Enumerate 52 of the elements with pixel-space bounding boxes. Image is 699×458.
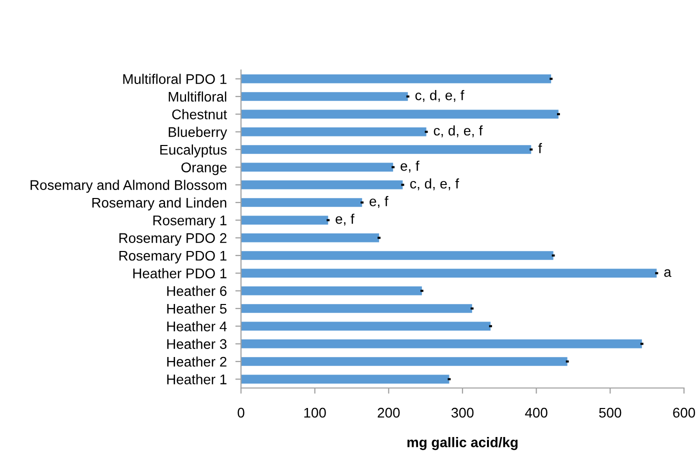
annotation: e, f (400, 160, 420, 173)
x-tick-label: 400 (525, 408, 548, 418)
y-tick-label: Rosemary 1 (153, 216, 226, 228)
y-tick-label: Rosemary PDO 2 (119, 233, 226, 246)
x-tick-label: 200 (378, 408, 400, 418)
y-tick-label: Multifloral PDO 1 (123, 74, 226, 84)
bar (241, 162, 394, 172)
bar (241, 374, 450, 384)
y-tick-label: Blueberry (168, 126, 228, 140)
x-tick-label: 0 (238, 408, 244, 418)
y-tick-label: Heather 1 (167, 374, 226, 384)
bar (241, 322, 491, 331)
bar (241, 145, 532, 154)
x-tick-label: 600 (673, 408, 696, 418)
bar (241, 216, 328, 225)
bar (241, 110, 558, 119)
x-axis-title: mg gallic acid/kg (407, 437, 518, 450)
y-tick-label: Rosemary PDO 1 (119, 250, 226, 264)
y-tick-label: Heather 6 (167, 286, 227, 296)
y-tick-label: Heather 2 (167, 356, 226, 367)
annotation: e, f (336, 214, 354, 226)
bar (241, 304, 472, 313)
annotation: c, d, e, f (410, 178, 460, 190)
bar (241, 127, 426, 136)
annotation: e, f (370, 196, 388, 208)
y-tick-label: Chestnut (172, 109, 228, 120)
bar (241, 339, 642, 348)
y-tick-label: Orange (181, 162, 226, 176)
y-tick-label: Multifloral (168, 91, 226, 102)
bar (241, 198, 362, 207)
bar (241, 180, 403, 190)
y-tick-label: Heather 4 (167, 321, 227, 332)
y-tick-label: Eucalyptus (160, 144, 227, 158)
x-tick-label: 100 (304, 408, 326, 418)
bar (241, 268, 657, 278)
annotation: c, d, e, f (434, 125, 483, 138)
annotation: f (538, 143, 542, 154)
bar (241, 233, 380, 242)
x-tick-label: 300 (451, 408, 474, 418)
x-tick-label: 500 (599, 408, 622, 418)
bar (241, 286, 422, 296)
bar (241, 74, 552, 84)
annotation: a (664, 269, 672, 277)
y-tick-label: Rosemary and Almond Blossom (30, 180, 226, 193)
annotation: c, d, e, f (415, 90, 464, 102)
bar (241, 251, 554, 260)
bar (241, 357, 568, 366)
y-tick-label: Heather 3 (167, 338, 227, 350)
y-tick-label: Heather PDO 1 (133, 268, 226, 278)
bar (241, 92, 408, 101)
y-tick-label: Rosemary and Linden (92, 197, 226, 210)
y-tick-label: Heather 5 (167, 303, 227, 314)
